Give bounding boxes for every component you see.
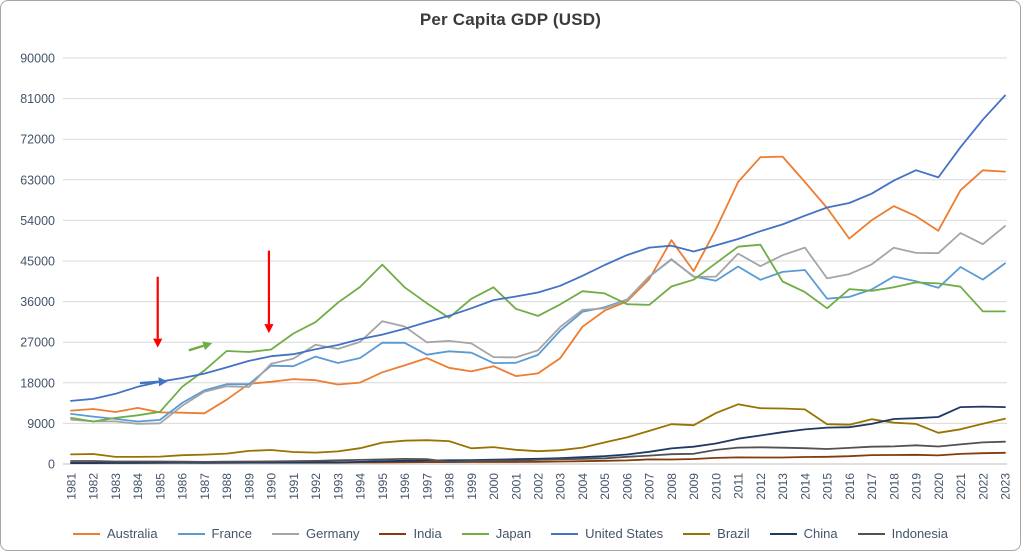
x-axis-label: 2017	[865, 473, 879, 500]
legend-item-australia: Australia	[72, 526, 158, 541]
series-line-china	[70, 405, 1006, 465]
series-line-indonesia	[70, 440, 1006, 463]
y-axis-label: 54000	[20, 214, 55, 228]
legend-swatch-germany	[272, 532, 300, 535]
x-axis-label: 2007	[643, 473, 657, 500]
x-axis-label: 2000	[487, 473, 501, 500]
legend-swatch-united-states	[551, 532, 579, 535]
y-axis-label: 72000	[20, 133, 55, 147]
legend-swatch-brazil	[683, 532, 711, 535]
x-axis-label: 1995	[376, 473, 390, 500]
legend-label-france: France	[211, 526, 253, 541]
legend-item-germany: Germany	[272, 526, 359, 541]
x-axis-label: 2015	[821, 473, 835, 500]
legend-item-japan: Japan	[461, 526, 532, 541]
x-axis-label: 2001	[509, 473, 523, 500]
legend-label-indonesia: Indonesia	[891, 526, 949, 541]
y-axis-label: 9000	[27, 417, 55, 431]
red-down-arrow-1985-head	[153, 338, 163, 348]
x-axis-label: 2022	[976, 473, 990, 500]
y-axis-label: 0	[48, 458, 55, 472]
y-axis-label: 90000	[20, 52, 55, 66]
series-line-australia	[70, 155, 1006, 415]
x-axis-label: 2005	[598, 473, 612, 500]
x-axis-label: 2010	[709, 473, 723, 500]
legend-label-brazil: Brazil	[717, 526, 750, 541]
legend-swatch-france	[177, 532, 205, 535]
series-line-brazil	[70, 403, 1006, 458]
legend-label-japan: Japan	[495, 526, 532, 541]
x-axis-label: 1998	[443, 473, 457, 500]
green-up-right-arrow-1987	[188, 344, 204, 352]
legend-label-china: China	[803, 526, 838, 541]
legend-label-india: India	[413, 526, 442, 541]
y-axis-label: 45000	[20, 255, 55, 269]
x-axis-label: 2020	[932, 473, 946, 500]
legend-label-united-states: United States	[585, 526, 664, 541]
legend-item-china: China	[769, 526, 838, 541]
chart-legend: Australia France Germany India Japan United S…	[1, 526, 1020, 541]
x-axis-label: 2012	[754, 473, 768, 500]
blue-right-arrow-1985	[139, 380, 159, 385]
x-axis-label: 1990	[265, 473, 279, 500]
x-axis-label: 2009	[687, 473, 701, 500]
x-axis-label: 1982	[87, 473, 101, 500]
series-line-japan	[70, 243, 1006, 423]
series-line-united-states	[70, 94, 1006, 402]
x-axis-label: 1986	[176, 473, 190, 500]
x-axis-label: 2016	[843, 473, 857, 500]
x-axis-label: 2014	[798, 473, 812, 500]
series-line-france	[70, 258, 1006, 423]
legend-label-germany: Germany	[306, 526, 360, 541]
series-line-germany	[70, 225, 1006, 425]
chart-title: Per Capita GDP (USD)	[419, 10, 602, 29]
legend-item-india: India	[379, 526, 442, 541]
x-axis-label: 1987	[198, 473, 212, 500]
blue-right-arrow-1985-head	[158, 377, 168, 387]
y-axis-label: 36000	[20, 295, 55, 309]
x-axis-label: 1999	[465, 473, 479, 500]
x-axis-label: 2018	[887, 473, 901, 500]
red-down-arrow-1990-head	[264, 324, 274, 334]
legend-swatch-india	[379, 532, 407, 535]
y-axis-label: 18000	[20, 376, 55, 390]
x-axis-label: 2023	[999, 473, 1013, 500]
legend-swatch-japan	[461, 532, 489, 535]
green-up-right-arrow-1987-head	[202, 341, 213, 351]
x-axis-label: 2019	[910, 473, 924, 500]
legend-label-australia: Australia	[106, 526, 158, 541]
legend-item-indonesia: Indonesia	[857, 526, 949, 541]
legend-item-brazil: Brazil	[683, 526, 750, 541]
legend-swatch-australia	[72, 532, 100, 535]
x-axis-label: 1989	[242, 473, 256, 500]
x-axis-label: 1983	[109, 473, 123, 500]
y-axis-label: 81000	[20, 92, 55, 106]
legend-item-united-states: United States	[551, 526, 663, 541]
legend-swatch-china	[769, 532, 797, 535]
x-axis-label: 2021	[954, 473, 968, 500]
x-axis-label: 2003	[554, 473, 568, 500]
x-axis-label: 1997	[420, 473, 434, 500]
x-axis-label: 1992	[309, 473, 323, 500]
x-axis-label: 2002	[532, 473, 546, 500]
x-axis-label: 1988	[220, 473, 234, 500]
x-axis-label: 1985	[153, 473, 167, 500]
x-axis-label: 2006	[620, 473, 634, 500]
x-axis-label: 1991	[287, 473, 301, 500]
legend-swatch-indonesia	[857, 532, 885, 535]
x-axis-label: 1984	[131, 473, 145, 500]
x-axis-label: 2013	[776, 473, 790, 500]
x-axis-label: 1994	[354, 473, 368, 500]
x-axis-label: 2008	[665, 473, 679, 500]
y-axis-label: 63000	[20, 173, 55, 187]
x-axis-label: 1981	[65, 473, 79, 500]
x-axis-label: 2011	[732, 473, 746, 499]
legend-item-france: France	[177, 526, 253, 541]
x-axis-label: 2004	[576, 473, 590, 500]
x-axis-label: 1993	[331, 473, 345, 500]
x-axis-label: 1996	[398, 473, 412, 500]
y-axis-label: 27000	[20, 336, 55, 350]
